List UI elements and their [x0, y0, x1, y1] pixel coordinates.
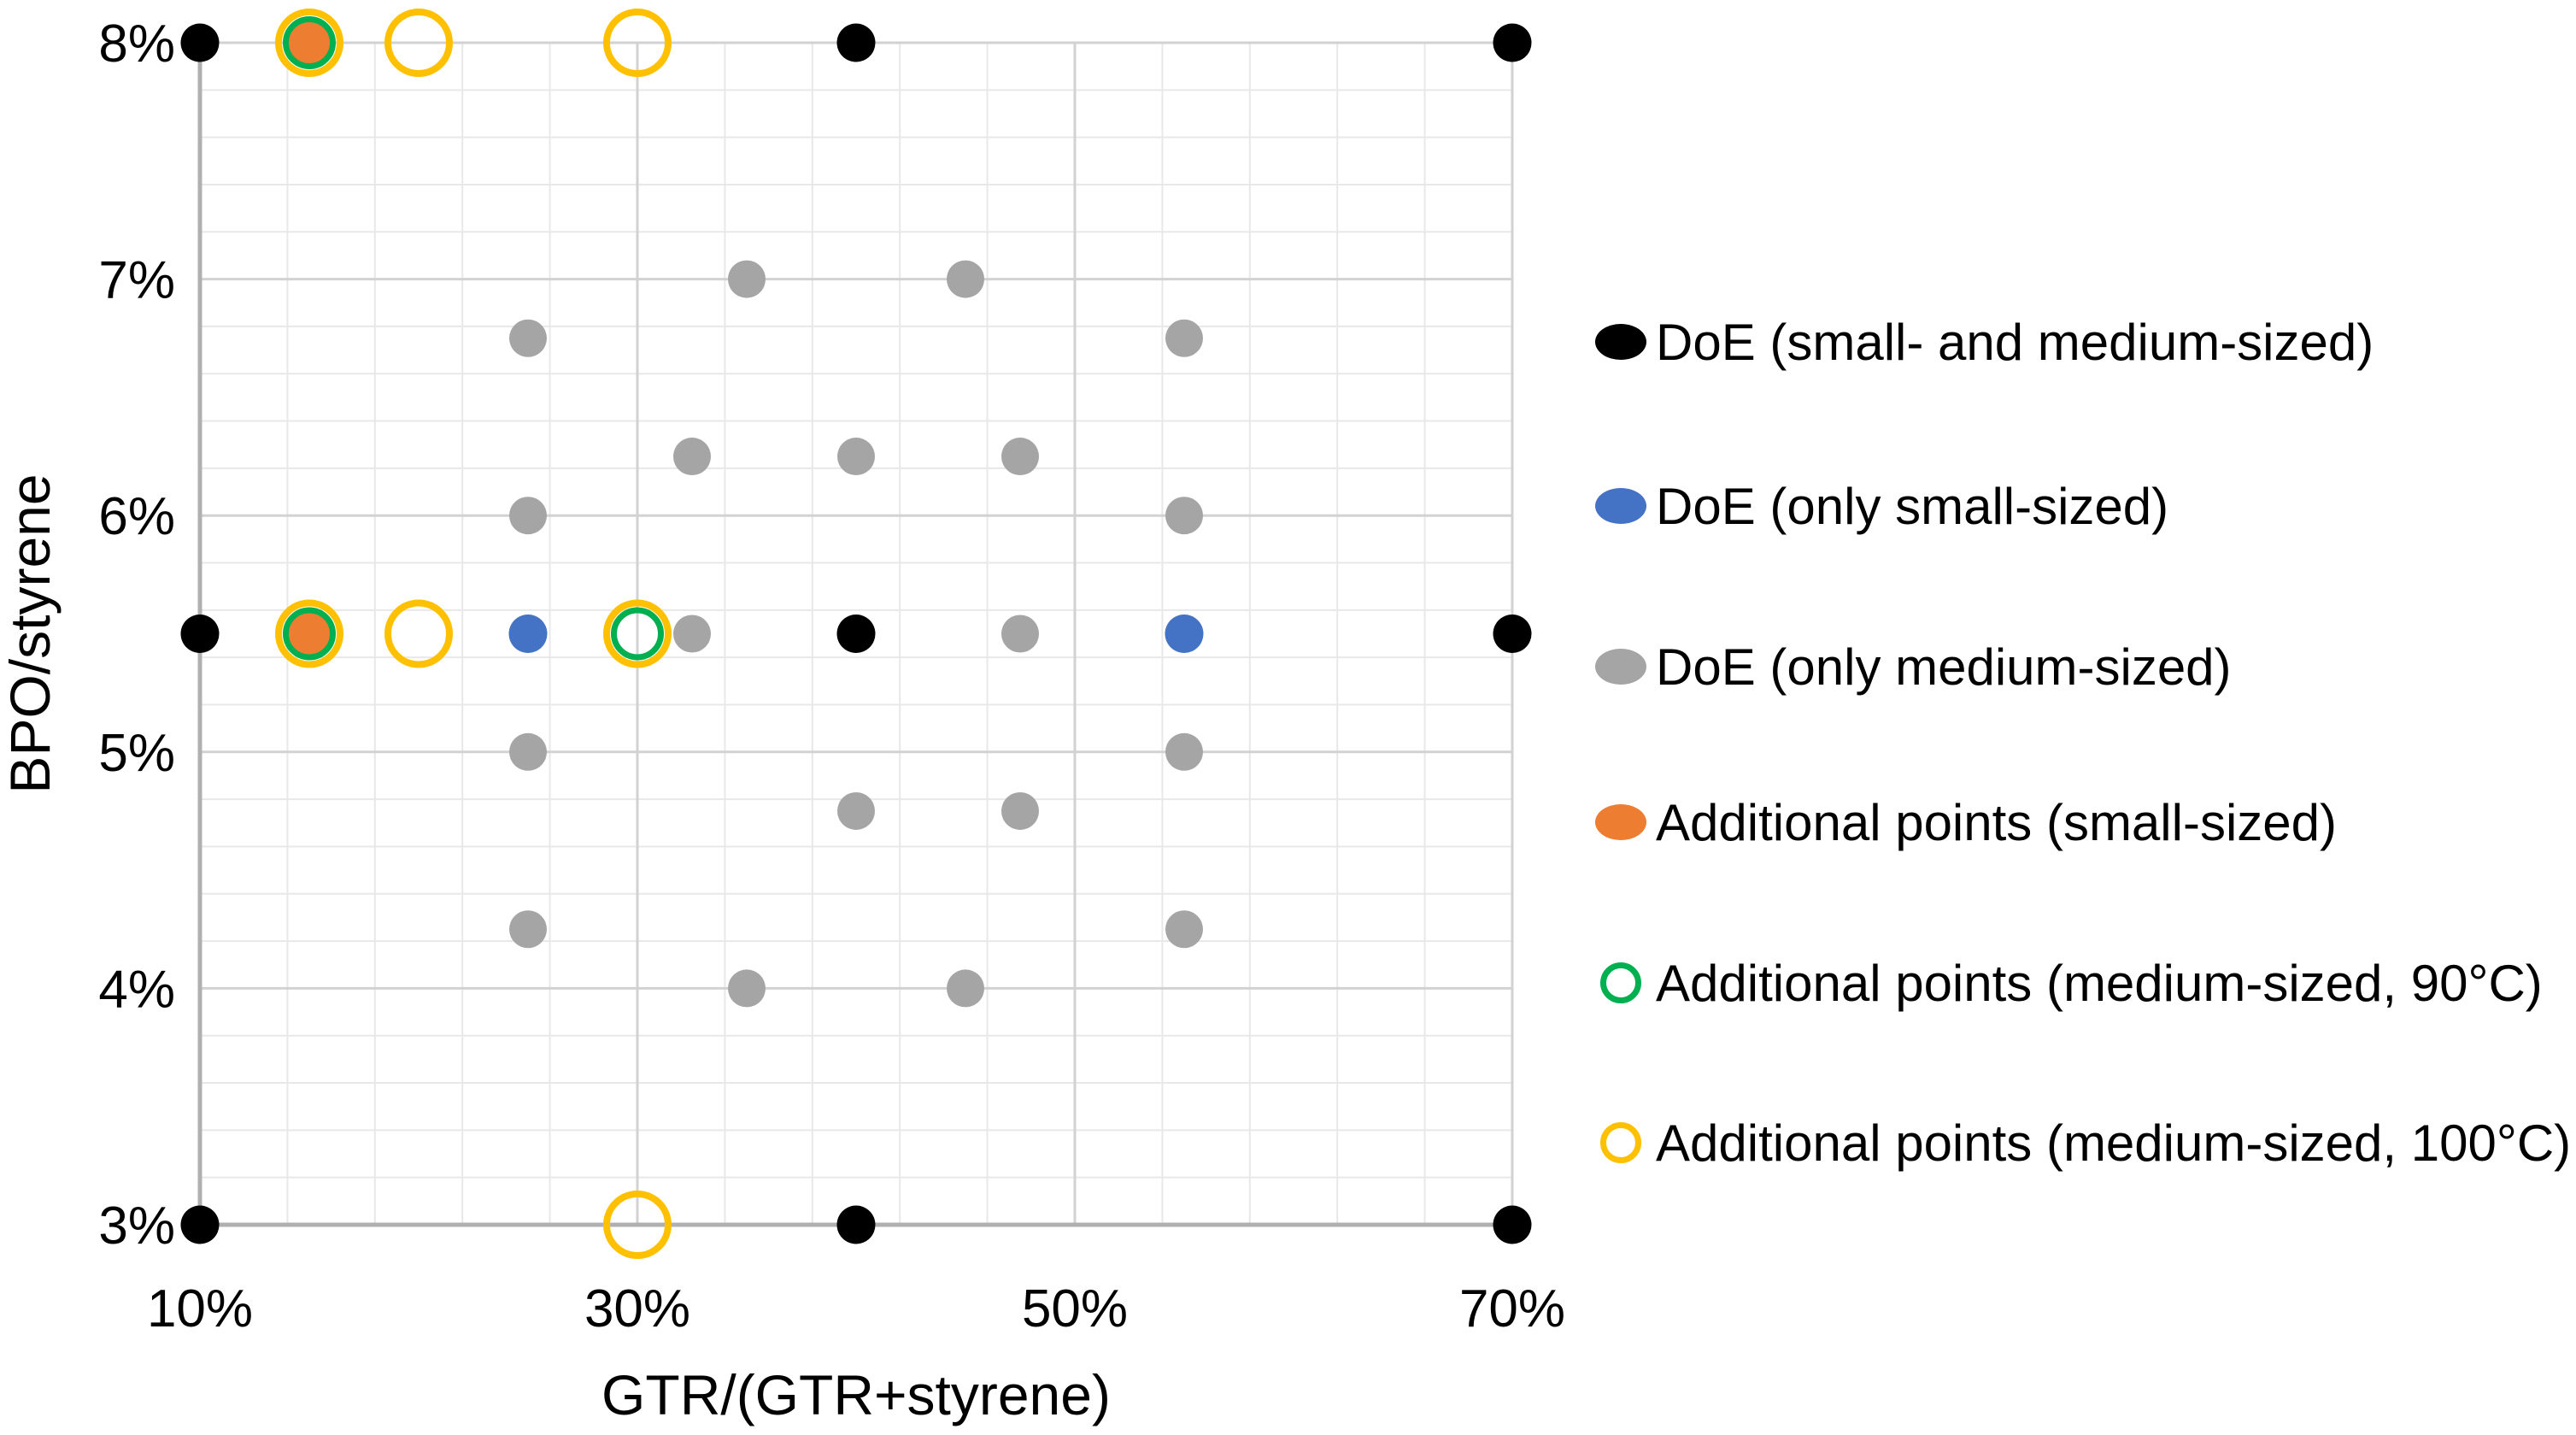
data-point [180, 1205, 220, 1244]
data-point [1165, 615, 1204, 653]
data-point [728, 260, 766, 298]
legend-marker [1595, 649, 1646, 685]
data-point [1493, 23, 1532, 62]
data-point [509, 497, 547, 535]
data-point [837, 438, 875, 476]
y-tick-label: 3% [98, 1197, 175, 1256]
data-point-ring [384, 599, 453, 668]
x-tick-label: 10% [147, 1279, 253, 1338]
legend-label: Additional points (small-sized) [1656, 794, 2337, 851]
data-point-ring [603, 9, 672, 77]
legend-label: DoE (small- and medium-sized) [1656, 314, 2374, 371]
data-point [180, 615, 220, 653]
legend-label: DoE (only medium-sized) [1656, 638, 2232, 696]
y-tick-label: 5% [98, 724, 175, 783]
data-point [1165, 319, 1203, 357]
x-tick-label: 70% [1459, 1279, 1565, 1338]
legend-label: Additional points (medium-sized, 90°C) [1656, 955, 2543, 1012]
data-point [673, 615, 711, 653]
y-tick-label: 4% [98, 960, 175, 1019]
x-axis-title: GTR/(GTR+styrene) [601, 1363, 1111, 1426]
data-point [288, 21, 331, 64]
data-point [1165, 497, 1203, 535]
legend-marker [1600, 962, 1641, 1003]
data-point-ring [275, 599, 343, 668]
data-point [837, 791, 875, 830]
x-tick-label: 30% [584, 1279, 690, 1338]
data-point [728, 969, 766, 1008]
legend-marker [1600, 1122, 1641, 1163]
data-point [947, 969, 984, 1008]
data-point [836, 23, 876, 62]
data-point [508, 615, 548, 653]
data-point [1165, 910, 1203, 949]
data-point-ring [275, 9, 343, 77]
data-point [1001, 615, 1039, 653]
data-point [509, 319, 547, 357]
data-point [1493, 615, 1532, 653]
x-tick-label: 50% [1022, 1279, 1128, 1338]
y-tick-label: 6% [98, 487, 175, 546]
data-point [947, 260, 984, 298]
legend-marker [1595, 804, 1646, 840]
data-point [836, 1205, 876, 1244]
data-point [509, 732, 547, 771]
data-point-ring [603, 1191, 672, 1259]
legend-label: DoE (only small-sized) [1656, 478, 2168, 535]
legend-marker [1595, 488, 1646, 524]
data-point-ring [611, 607, 664, 661]
data-point-ring [283, 16, 336, 69]
y-tick-label: 7% [98, 251, 175, 310]
data-point [836, 615, 876, 653]
legend-label: Additional points (medium-sized, 100°C) [1656, 1114, 2571, 1172]
data-point [1001, 438, 1039, 476]
legend-marker [1595, 324, 1646, 360]
y-axis-title: BPO/styrene [0, 473, 62, 793]
data-point [509, 910, 547, 949]
data-point [1493, 1205, 1532, 1244]
data-point [673, 438, 711, 476]
data-point-ring [283, 607, 336, 661]
data-point-ring [603, 599, 672, 668]
data-point-ring [384, 9, 453, 77]
y-tick-label: 8% [98, 15, 175, 74]
data-point [1001, 791, 1039, 830]
data-point [288, 612, 331, 656]
data-point [180, 23, 220, 62]
data-point [1165, 732, 1203, 771]
